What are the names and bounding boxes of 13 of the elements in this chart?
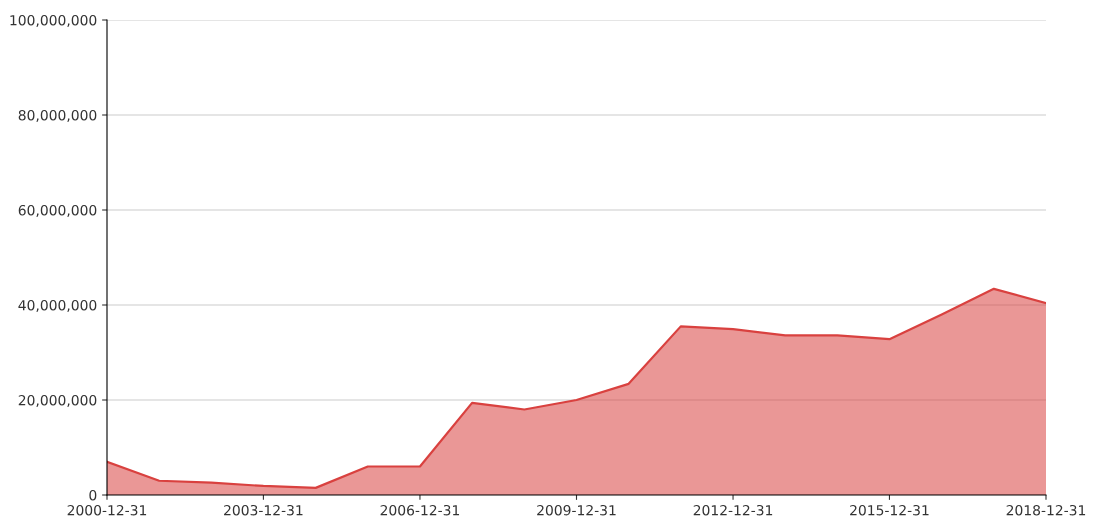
x-tick-label: 2003-12-31 [224, 504, 303, 516]
y-tick-label: 20,000,000 [18, 394, 97, 407]
x-tick-label: 2006-12-31 [380, 504, 460, 516]
x-tick-label: 2009-12-31 [537, 504, 616, 516]
y-tick-label: 100,000,000 [10, 14, 97, 27]
y-tick-label: 60,000,000 [18, 204, 97, 217]
x-tick-label: 2018-12-31 [1006, 504, 1086, 516]
x-tick-label: 2015-12-31 [850, 504, 929, 516]
x-tick-label: 2012-12-31 [693, 504, 773, 516]
y-tick-label: 0 [89, 489, 97, 501]
y-tick-label: 80,000,000 [18, 109, 97, 122]
y-tick-label: 40,000,000 [18, 299, 97, 312]
x-tick-label: 2000-12-31 [67, 504, 147, 516]
